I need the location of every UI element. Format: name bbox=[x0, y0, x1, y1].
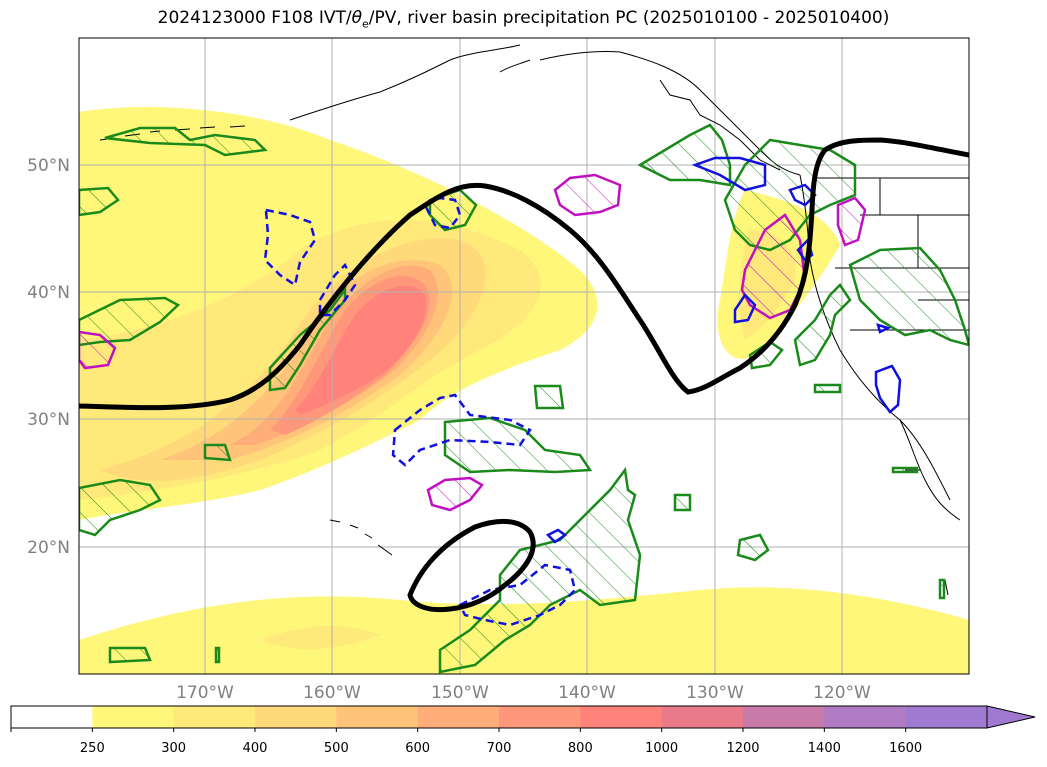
colorbar-segment bbox=[255, 706, 337, 728]
baja-coast bbox=[899, 419, 961, 521]
colorbar-segment bbox=[499, 706, 581, 728]
pv-contour-loop bbox=[407, 518, 536, 613]
pv-contours bbox=[79, 137, 969, 613]
colorbar-segment bbox=[173, 706, 256, 728]
pv-contour-main bbox=[79, 137, 969, 411]
colorbar-label: 1000 bbox=[645, 741, 678, 756]
lon-label: 140°W bbox=[558, 683, 616, 703]
colorbar-label: 800 bbox=[568, 741, 593, 756]
colorbar-extend-arrow bbox=[986, 705, 1036, 729]
colorbar-segment bbox=[905, 706, 988, 728]
colorbar-segment bbox=[580, 706, 663, 728]
ivt-band-300-south bbox=[260, 625, 380, 650]
colorbar: 250 300 400 500 600 700 800 1000 1200 14… bbox=[10, 705, 1036, 756]
lat-label: 20°N bbox=[27, 538, 70, 558]
lon-label: 130°W bbox=[686, 683, 744, 703]
magenta-contours bbox=[79, 173, 867, 512]
hawaii bbox=[329, 519, 393, 556]
ivt-band-800 bbox=[295, 285, 427, 415]
colorbar-label: 600 bbox=[405, 741, 430, 756]
colorbar-label: 700 bbox=[487, 741, 512, 756]
colorbar-segment bbox=[92, 706, 175, 728]
map-title: 2024123000 F108 IVT/θe/PV, river basin p… bbox=[157, 8, 890, 31]
colorbar-segment bbox=[417, 706, 500, 728]
colorbar-label: 300 bbox=[161, 741, 186, 756]
colorbar-label: 1200 bbox=[726, 741, 759, 756]
colorbar-segment bbox=[11, 706, 93, 728]
colorbar-label: 250 bbox=[80, 741, 105, 756]
lat-label: 40°N bbox=[27, 283, 70, 303]
colorbar-label: 500 bbox=[324, 741, 349, 756]
latitude-labels: 50°N 40°N 30°N 20°N bbox=[27, 156, 70, 558]
lon-label: 170°W bbox=[176, 683, 234, 703]
longitude-labels: 170°W 160°W 150°W 140°W 130°W 120°W bbox=[176, 683, 871, 703]
colorbar-segment bbox=[336, 706, 419, 728]
lon-label: 120°W bbox=[813, 683, 871, 703]
alaska-coast bbox=[289, 44, 801, 176]
colorbar-label: 1600 bbox=[889, 741, 922, 756]
colorbar-label: 1400 bbox=[808, 741, 841, 756]
colorbar-segment bbox=[661, 706, 744, 728]
colorbar-segment bbox=[824, 706, 907, 728]
lon-label: 160°W bbox=[303, 683, 361, 703]
lon-label: 150°W bbox=[431, 683, 489, 703]
us-west-coast bbox=[799, 174, 951, 501]
ivt-band-250-south bbox=[79, 587, 969, 674]
lat-label: 50°N bbox=[27, 156, 70, 176]
map-frame bbox=[78, 37, 970, 675]
colorbar-label: 400 bbox=[243, 741, 268, 756]
lat-label: 30°N bbox=[27, 410, 70, 430]
colorbar-segment bbox=[743, 706, 825, 728]
